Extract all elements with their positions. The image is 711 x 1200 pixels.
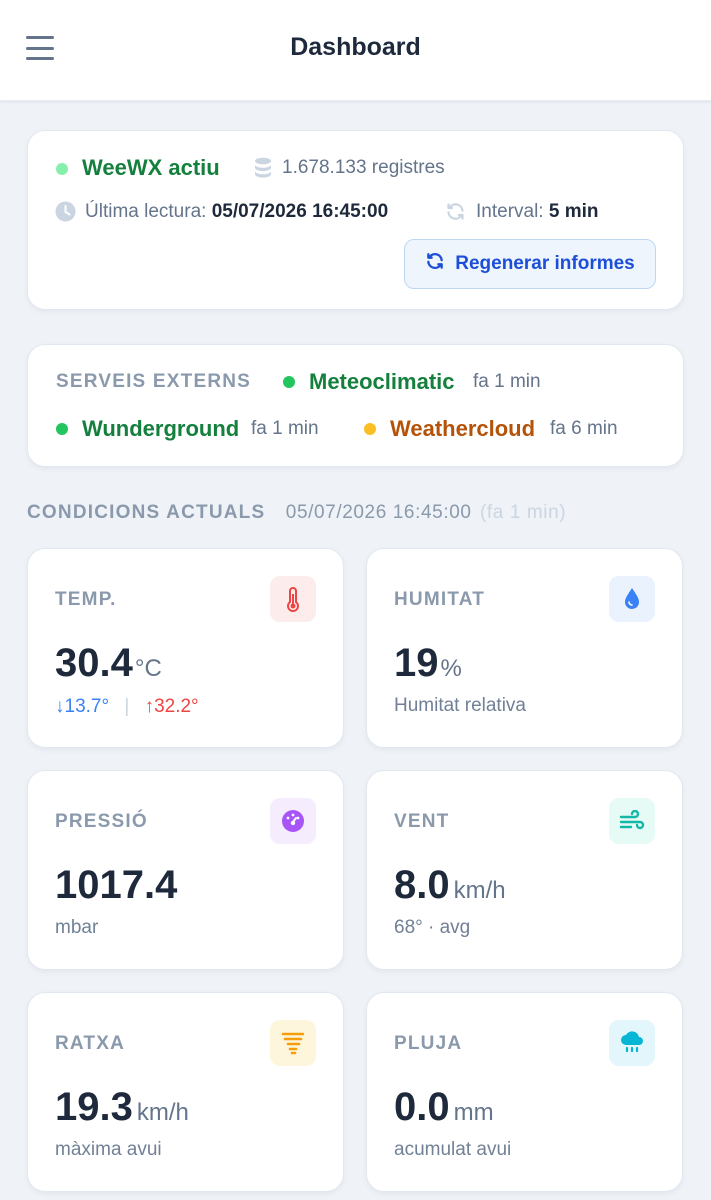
regenerate-reports-button[interactable]: Regenerar informes xyxy=(404,239,656,289)
temp-min: ↓13.7° xyxy=(55,696,110,717)
service-ago: fa 6 min xyxy=(550,418,618,439)
metric-value: 19% xyxy=(394,641,462,685)
service-status-dot xyxy=(56,423,68,435)
temp-max: ↑32.2° xyxy=(144,696,199,717)
service-weathercloud: Weathercloud xyxy=(390,416,536,441)
thermometer-icon xyxy=(270,576,316,622)
droplet-icon xyxy=(609,576,655,622)
clock-icon xyxy=(55,201,76,227)
metric-value: 30.4°C xyxy=(55,641,162,685)
service-ago: fa 1 min xyxy=(251,418,319,439)
metric-value: 19.3 km/h xyxy=(55,1085,189,1129)
services-title: SERVEIS EXTERNS xyxy=(56,371,252,392)
metric-sub: màxima avui xyxy=(55,1139,162,1160)
regenerate-label: Regenerar informes xyxy=(455,253,635,274)
top-bar: Dashboard xyxy=(0,0,711,101)
gauge-icon xyxy=(270,798,316,844)
service-ago: fa 1 min xyxy=(473,371,541,392)
metric-card-wind[interactable]: VENT 8.0 km/h 68° · avg xyxy=(366,770,683,970)
metric-label: HUMITAT xyxy=(394,589,486,610)
temp-min-max: ↓13.7° | ↑32.2° xyxy=(55,696,199,718)
hamburger-menu-icon[interactable] xyxy=(26,36,54,60)
metric-card-humidity[interactable]: HUMITAT 19% Humitat relativa xyxy=(366,548,683,748)
metric-card-temperature[interactable]: TEMP. 30.4°C ↓13.7° | ↑32.2° xyxy=(27,548,344,748)
metric-card-pressure[interactable]: PRESSIÓ 1017.4 mbar xyxy=(27,770,344,970)
service-meteoclimatic: Meteoclimatic xyxy=(309,369,455,394)
sync-icon xyxy=(445,201,466,227)
wind-icon xyxy=(609,798,655,844)
service-wunderground: Wunderground xyxy=(82,416,240,441)
metric-label: PRESSIÓ xyxy=(55,811,148,832)
metric-value: 8.0 km/h xyxy=(394,863,506,907)
app-status: WeeWX actiu xyxy=(82,155,220,180)
metric-label: TEMP. xyxy=(55,589,117,610)
current-timestamp: 05/07/2026 16:45:00 xyxy=(285,502,472,523)
current-conditions-header: CONDICIONS ACTUALS 05/07/2026 16:45:00 (… xyxy=(27,502,566,524)
rain-cloud-icon xyxy=(609,1020,655,1066)
metric-card-rain[interactable]: PLUJA 0.0 mm acumulat avui xyxy=(366,992,683,1192)
last-read: Última lectura: 05/07/2026 16:45:00 xyxy=(85,201,389,222)
service-status-dot xyxy=(283,376,295,388)
status-dot xyxy=(56,163,68,175)
metric-label: VENT xyxy=(394,811,450,832)
metric-label: PLUJA xyxy=(394,1033,463,1054)
external-services-card: SERVEIS EXTERNS Meteoclimatic fa 1 min W… xyxy=(27,344,684,467)
records-count: 1.678.133 registres xyxy=(282,157,445,178)
service-status-dot xyxy=(364,423,376,435)
metric-sub: mbar xyxy=(55,917,99,938)
separator: | xyxy=(124,696,130,717)
metric-sub: acumulat avui xyxy=(394,1139,512,1160)
refresh-icon xyxy=(425,251,445,277)
metric-value: 1017.4 xyxy=(55,863,178,907)
tornado-icon xyxy=(270,1020,316,1066)
metric-card-gust[interactable]: RATXA 19.3 km/h màxima avui xyxy=(27,992,344,1192)
metric-value: 0.0 mm xyxy=(394,1085,494,1129)
database-icon xyxy=(254,157,272,184)
current-title: CONDICIONS ACTUALS xyxy=(27,502,266,523)
metric-sub: Humitat relativa xyxy=(394,695,526,716)
metric-sub: 68° · avg xyxy=(394,917,471,938)
current-ago: (fa 1 min) xyxy=(479,502,567,523)
status-card: WeeWX actiu 1.678.133 registres Última l… xyxy=(27,130,684,310)
metric-label: RATXA xyxy=(55,1033,126,1054)
interval: Interval: 5 min xyxy=(476,201,599,222)
page-title: Dashboard xyxy=(290,33,421,61)
